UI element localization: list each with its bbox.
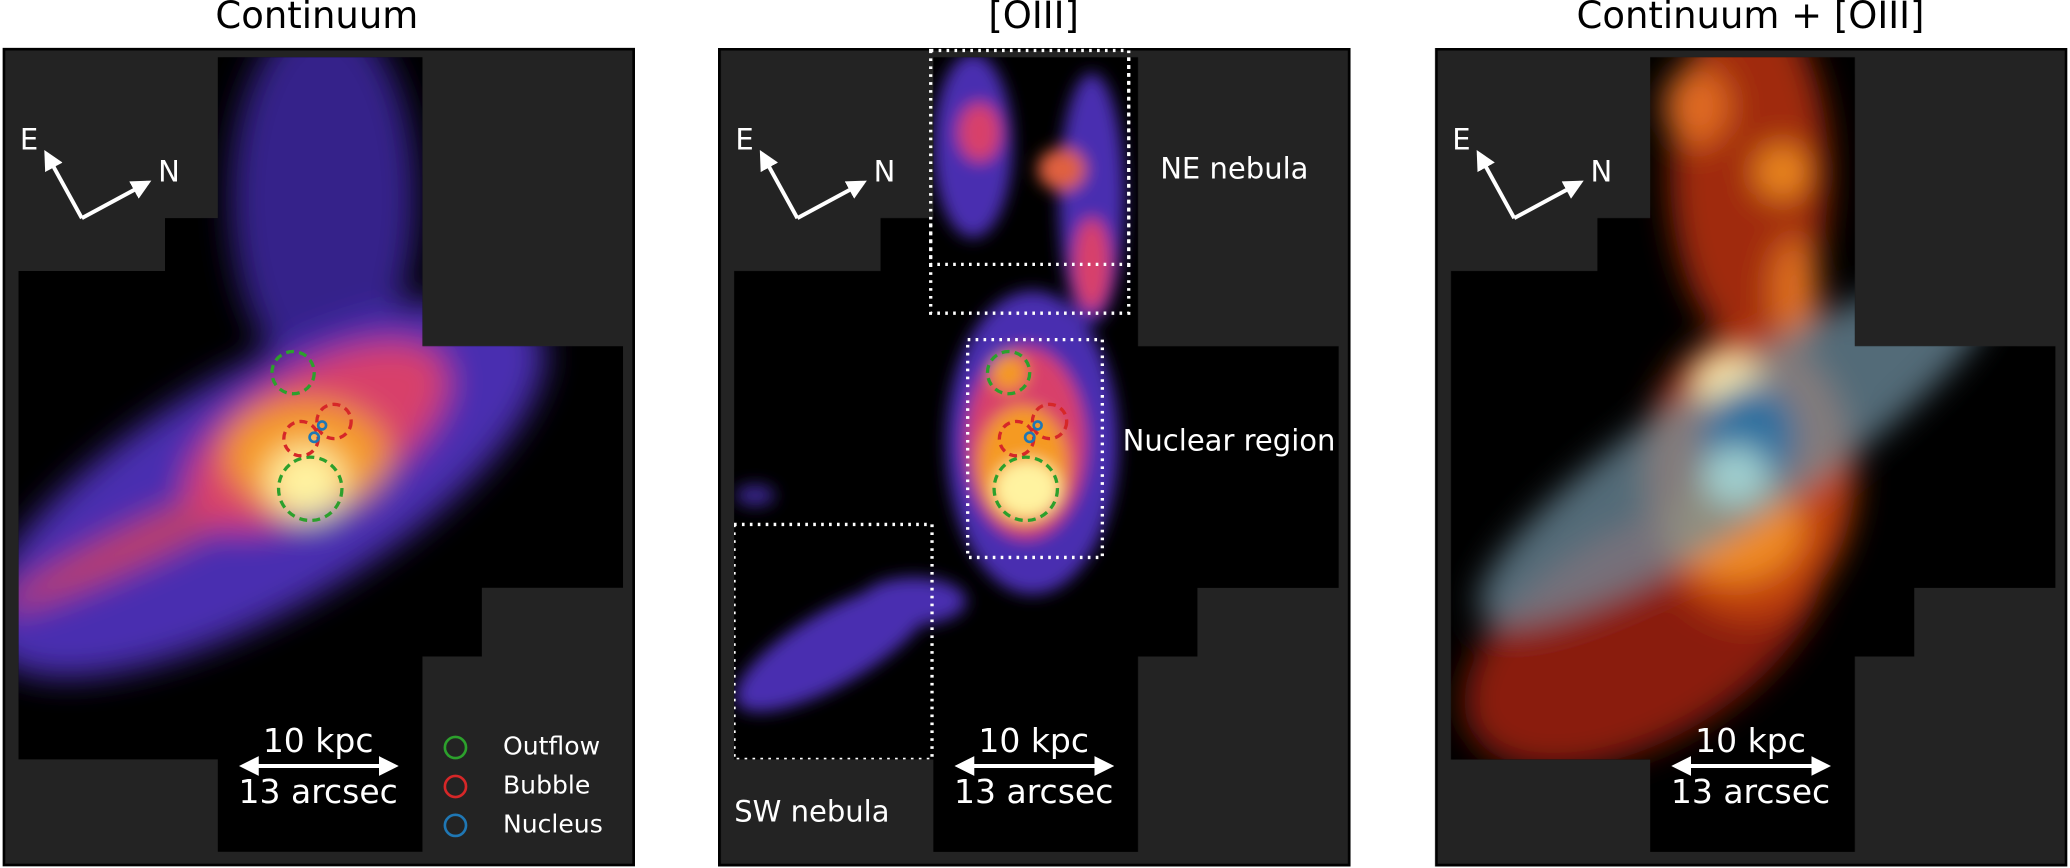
legend-marker [443, 774, 468, 799]
scale-label: 13 arcsec [238, 772, 397, 811]
legend-marker [443, 735, 468, 760]
compass-label: E [1452, 123, 1470, 157]
panel-title: [OIII] [988, 0, 1079, 37]
aperture [315, 402, 353, 441]
compass-arrow [1513, 180, 1584, 220]
nucleus-marker [1023, 431, 1036, 444]
compass-label: E [20, 123, 38, 157]
scale-label: 10 kpc [263, 721, 374, 760]
compass-arrow [759, 149, 800, 220]
region-label: SW nebula [734, 795, 889, 829]
aperture [270, 349, 316, 396]
legend-label: Bubble [503, 770, 590, 799]
scale-label: 13 arcsec [954, 772, 1113, 811]
compass-arrow [1476, 149, 1516, 220]
region-label: Nuclear region [1123, 424, 1336, 458]
panel-title: Continuum + [OIII] [1577, 0, 1925, 37]
panel: E N 10 kpc 13 arcsec [718, 47, 1351, 867]
compass-arrow [44, 149, 84, 220]
aperture [985, 349, 1032, 396]
nucleus-marker [316, 420, 328, 431]
legend-marker [443, 813, 468, 838]
panel: E N 10 kpc 13 arcsec Outflow Bubble Nucleus [2, 47, 635, 867]
nucleus-marker [308, 431, 321, 444]
panel: E N 10 kpc 13 arcsec [1435, 47, 2068, 867]
aperture [1030, 402, 1069, 441]
compass-arrow [796, 180, 867, 220]
aperture [992, 455, 1060, 523]
scale-label: 13 arcsec [1671, 772, 1830, 811]
legend-label: Nucleus [503, 809, 603, 838]
panel-title: Continuum [215, 0, 418, 37]
compass-label: N [1590, 154, 1612, 188]
compass-arrow [80, 180, 152, 220]
region-label: NE nebula [1160, 152, 1308, 186]
scale-label: 10 kpc [978, 721, 1089, 760]
nucleus-marker [1032, 420, 1043, 431]
scale-label: 10 kpc [1695, 721, 1806, 760]
aperture [276, 455, 344, 523]
compass-label: N [874, 154, 896, 188]
compass-label: N [158, 154, 180, 188]
compass-label: E [735, 123, 753, 157]
legend-label: Outflow [503, 732, 600, 761]
